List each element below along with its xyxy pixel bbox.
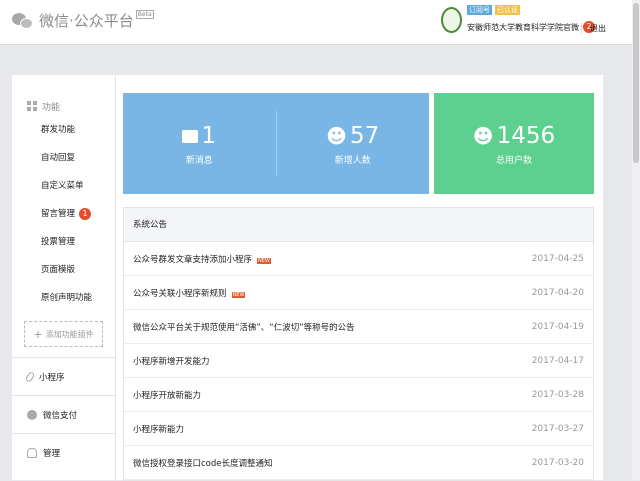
- announcement-row[interactable]: 公众号关联小程序新规则 NEW 2017-04-20: [124, 276, 593, 310]
- announcement-date: 2017-04-20: [531, 287, 584, 298]
- logo-text: 微信·公众平台: [39, 12, 134, 30]
- inbox-icon: [27, 447, 37, 458]
- announcement-date: 2017-03-27: [531, 423, 584, 434]
- sidebar-item-wechat-pay[interactable]: 微信支付: [12, 395, 115, 433]
- plus-icon: +: [33, 327, 43, 341]
- sidebar-item-label: 投票管理: [41, 237, 76, 247]
- announcement-row[interactable]: 微信授权登录接口code长度调整通知 2017-03-20: [124, 446, 593, 480]
- new-badge: NEW: [257, 257, 271, 264]
- announcement-date: 2017-03-28: [531, 389, 584, 400]
- announcement-title[interactable]: 微信授权登录接口code长度调整通知: [133, 458, 273, 469]
- scrollbar-thumb[interactable]: [633, 3, 639, 163]
- announcement-row[interactable]: 公众号群发文章支持添加小程序 NEW 2017-04-25: [124, 242, 593, 276]
- stat-value: 57: [350, 123, 380, 149]
- sidebar-item[interactable]: 自定义菜单: [12, 172, 115, 200]
- message-icon: [182, 129, 199, 143]
- announcements-table: 系统公告 公众号群发文章支持添加小程序 NEW 2017-04-25 公众号关联小程序…: [123, 207, 594, 481]
- sidebar-item-miniprogram[interactable]: 小程序: [12, 357, 115, 395]
- account-avatar[interactable]: [441, 7, 462, 33]
- sidebar-item-label: 留言管理: [41, 209, 76, 219]
- stat-value: 1456: [496, 123, 556, 149]
- announcement-title[interactable]: 公众号关联小程序新规则: [133, 288, 227, 299]
- subscription-tag: 订阅号: [467, 5, 492, 15]
- link-icon: [24, 370, 36, 383]
- sidebar-item[interactable]: 自动回复: [12, 144, 115, 172]
- logo[interactable]: 微信·公众平台 Beta: [12, 10, 154, 31]
- sidebar-item-label: 页面模版: [41, 265, 76, 275]
- stats-card-total: ☻ 1456 总用户数: [434, 93, 594, 194]
- announcement-title[interactable]: 小程序新能力: [133, 424, 185, 435]
- stat-label: 新消息: [185, 156, 213, 166]
- main-content: 1 新消息 ☻ 57 新增人数 ☻ 1456 总用户数 系统公告 公众号群发文章支持…: [116, 75, 603, 481]
- announcement-row[interactable]: 小程序新能力 2017-03-27: [124, 412, 593, 446]
- account-name[interactable]: 安徽师范大学教育科学学院官微: [467, 22, 579, 32]
- users-icon: ☻: [472, 124, 494, 148]
- announcement-title[interactable]: 小程序开放新能力: [133, 390, 202, 401]
- user-icon: ☻: [326, 124, 348, 148]
- wechat-logo-icon: [12, 11, 34, 31]
- announcement-row[interactable]: 微信公众平台关于规范使用“活佛”、“仁波切”等称号的公告 2017-04-19: [124, 310, 593, 344]
- sidebar-item[interactable]: 群发功能: [12, 116, 115, 144]
- sidebar-section-features: 功能: [12, 96, 115, 116]
- sidebar-label: 微信支付: [43, 410, 78, 421]
- stat-label: 总用户数: [495, 156, 532, 166]
- stat-value: 1: [201, 123, 217, 149]
- announcement-date: 2017-04-19: [531, 321, 584, 332]
- sidebar-item-label: 原创声明功能: [41, 293, 93, 303]
- announcement-title[interactable]: 公众号群发文章支持添加小程序: [133, 254, 253, 265]
- stat-label: 新增人数: [334, 156, 371, 166]
- notification-badge[interactable]: 2: [583, 21, 595, 33]
- logout-link[interactable]: 退出: [581, 23, 606, 34]
- add-plugin-button[interactable]: + 添加功能插件: [24, 321, 103, 347]
- section-title: 功能: [42, 102, 61, 113]
- announcement-date: 2017-04-17: [531, 355, 584, 366]
- top-header: 微信·公众平台 Beta 订阅号 已认证 安徽师范大学教育科学学院官微 2 退出: [0, 0, 632, 45]
- add-plugin-label: 添加功能插件: [45, 329, 94, 339]
- new-badge: NEW: [231, 291, 246, 298]
- scrollbar[interactable]: [632, 0, 640, 480]
- grid-icon: [27, 101, 37, 111]
- announcement-date: 2017-04-25: [531, 253, 584, 264]
- check-circle-icon: [27, 409, 37, 420]
- count-badge: 1: [79, 208, 92, 220]
- announcement-date: 2017-03-20: [531, 457, 584, 468]
- stat-total-users[interactable]: ☻ 1456 总用户数: [434, 93, 594, 194]
- announcement-title[interactable]: 微信公众平台关于规范使用“活佛”、“仁波切”等称号的公告: [133, 322, 355, 333]
- stat-new-messages[interactable]: 1 新消息: [123, 93, 276, 194]
- beta-label: Beta: [135, 10, 154, 19]
- announcement-row[interactable]: 小程序新增开发能力 2017-04-17: [124, 344, 593, 378]
- sidebar-item-manage[interactable]: 管理: [12, 433, 115, 471]
- sidebar-item-label: 自定义菜单: [41, 181, 84, 191]
- verified-tag: 已认证: [495, 5, 520, 15]
- sidebar-label: 小程序: [39, 372, 65, 383]
- sidebar-item-label: 自动回复: [41, 153, 76, 163]
- sidebar-item[interactable]: 留言管理 1: [12, 200, 115, 228]
- announcement-row[interactable]: 小程序开放新能力 2017-03-28: [124, 378, 593, 412]
- account-info: 订阅号 已认证 安徽师范大学教育科学学院官微 2: [441, 5, 595, 33]
- sidebar-item[interactable]: 投票管理: [12, 228, 115, 256]
- announcements-title: 系统公告: [124, 208, 593, 242]
- sidebar-item[interactable]: 原创声明功能: [12, 284, 115, 312]
- sidebar-item-label: 群发功能: [41, 125, 76, 135]
- sidebar-item[interactable]: 页面模版: [12, 256, 115, 284]
- stats-card-today: 1 新消息 ☻ 57 新增人数: [123, 93, 429, 194]
- stat-new-followers[interactable]: ☻ 57 新增人数: [275, 111, 430, 176]
- sidebar: 功能 群发功能自动回复自定义菜单留言管理 1 投票管理页面模版原创声明功能 + 添加功…: [12, 75, 116, 480]
- sidebar-label: 管理: [43, 448, 61, 459]
- announcement-title[interactable]: 小程序新增开发能力: [133, 356, 210, 367]
